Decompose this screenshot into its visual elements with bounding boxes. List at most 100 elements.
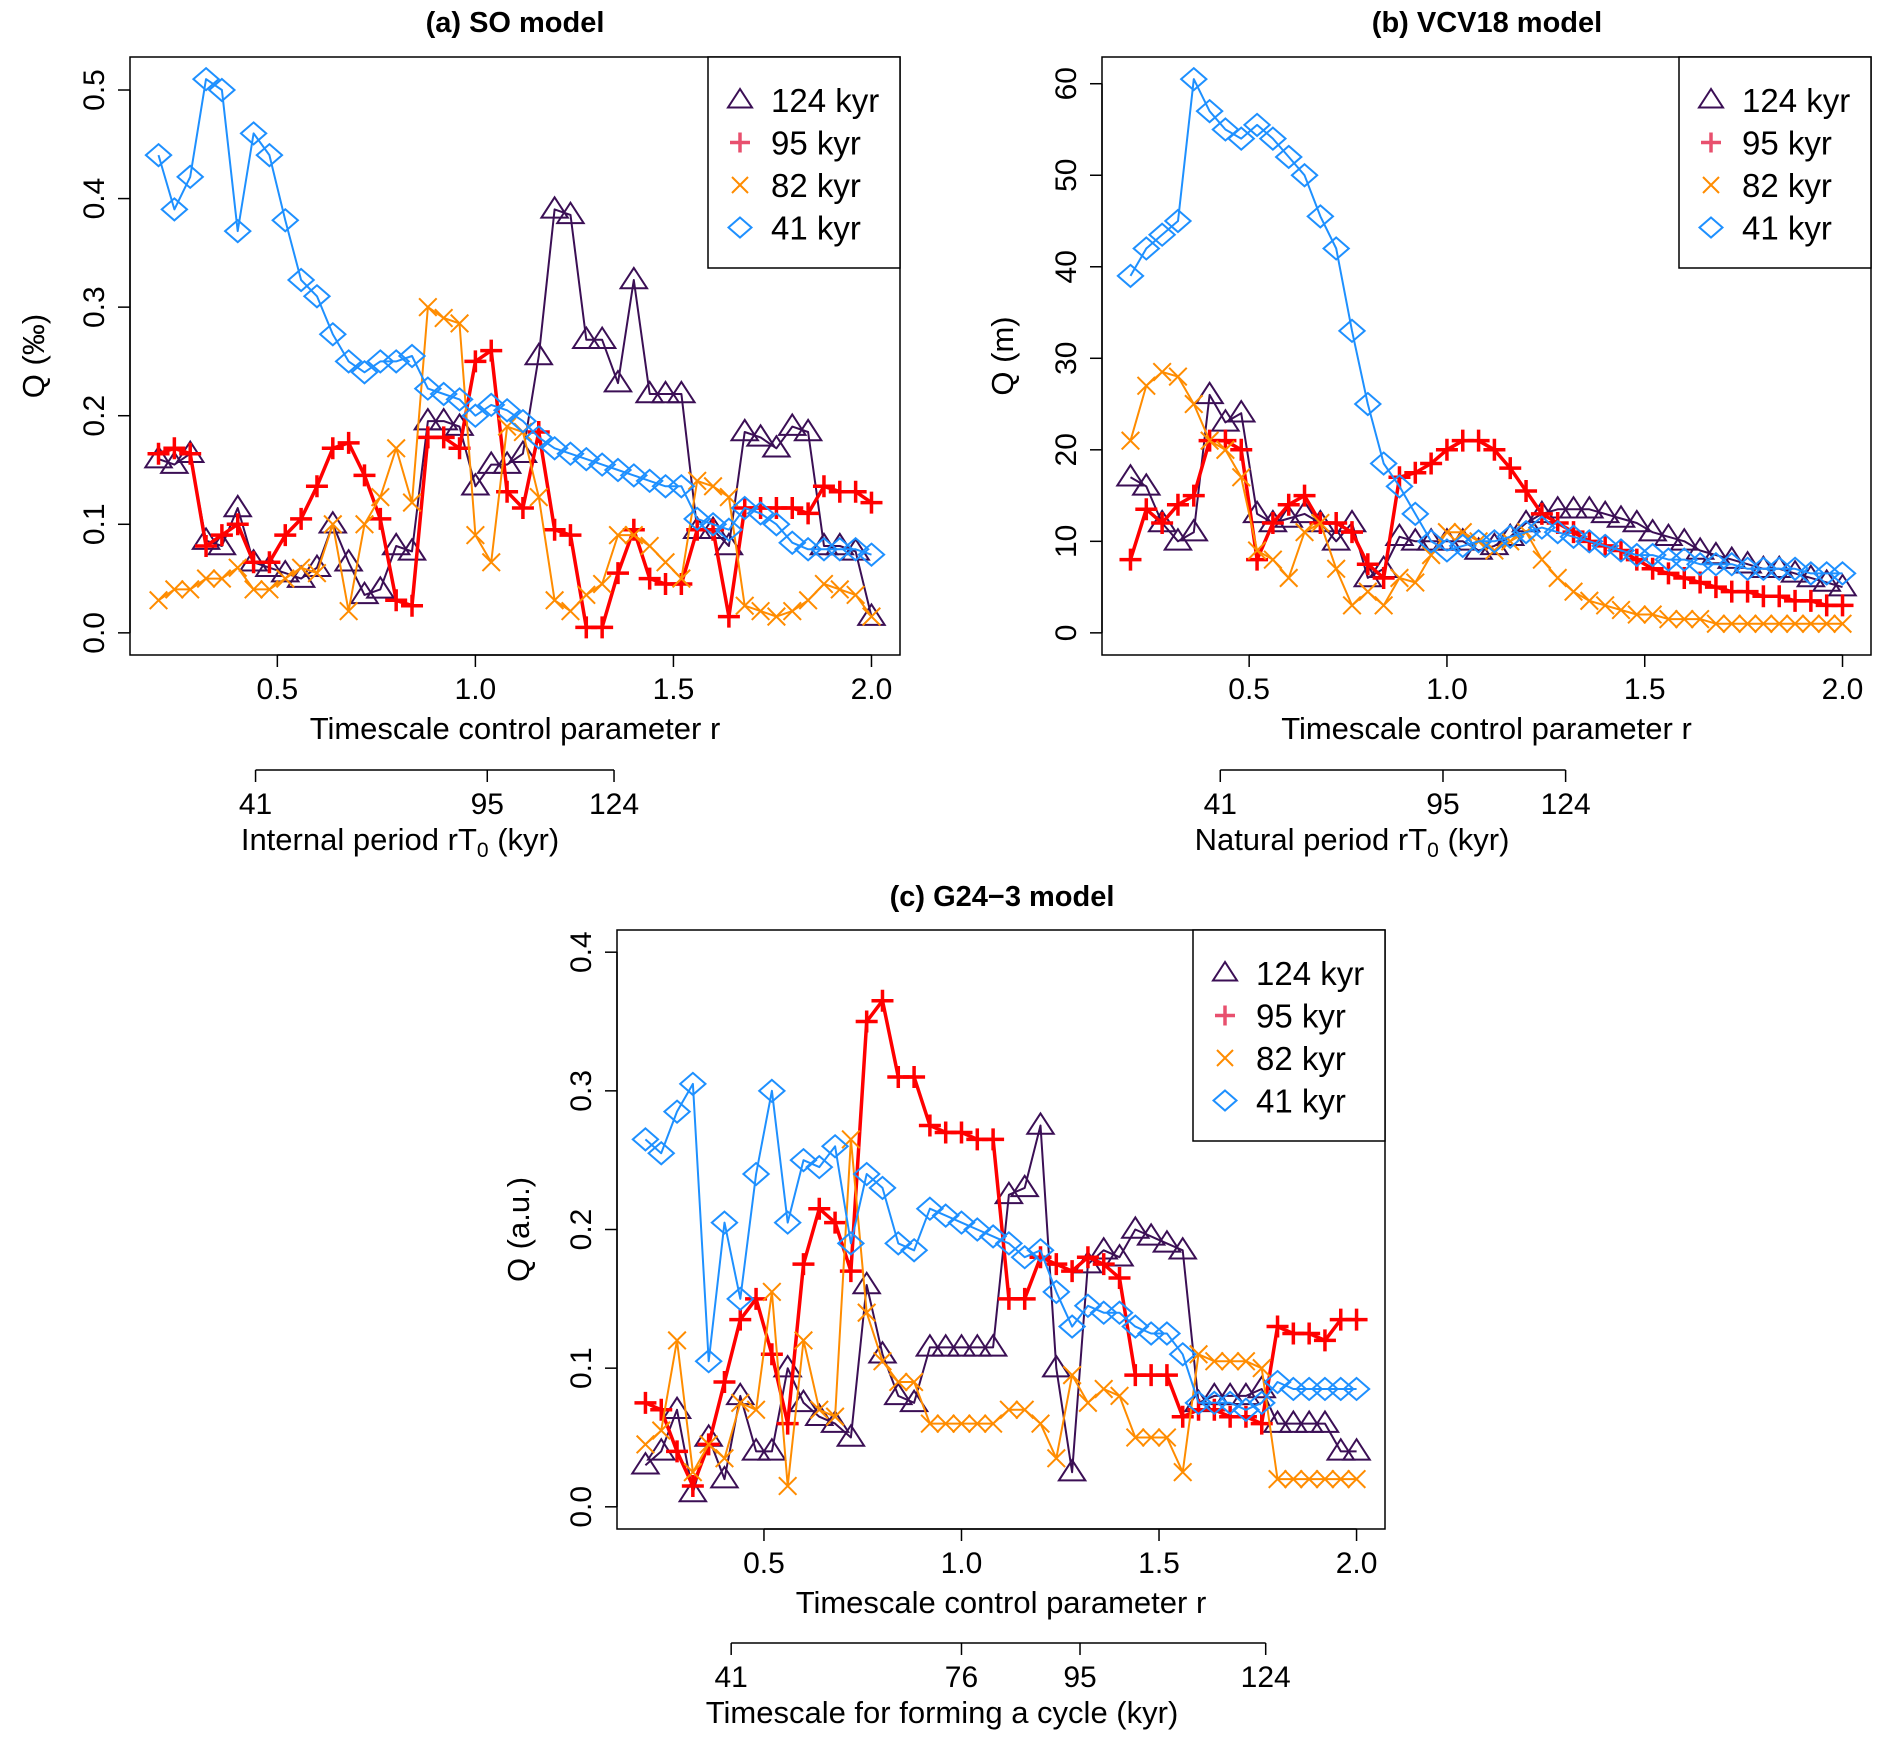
- data-point-cross: [1283, 1469, 1303, 1489]
- data-point-plus: [1293, 484, 1316, 507]
- data-point-cross: [212, 569, 232, 589]
- data-point-cross: [1220, 1351, 1240, 1371]
- data-point-diamond: [694, 1348, 723, 1374]
- data-point-plus: [1013, 1287, 1036, 1310]
- legend-symbol-diamond: [1211, 1089, 1239, 1112]
- data-point-triangle: [1352, 564, 1383, 588]
- data-point-triangle: [851, 1271, 882, 1295]
- legend-label: 124 kyr: [1256, 955, 1364, 992]
- y-axis: 0 10 20 30 40 50 60 Q (m): [985, 67, 1103, 641]
- x-axis: 0.5 1.0 1.5 2.0 Timescale control parameter …: [743, 1528, 1377, 1620]
- data-point-triangle: [333, 548, 364, 572]
- data-point-triangle: [317, 510, 348, 534]
- data-point-cross: [370, 487, 390, 507]
- data-point-cross: [1299, 1469, 1319, 1489]
- data-point-cross: [608, 525, 628, 545]
- data-point-cross: [354, 514, 374, 534]
- data-point-cross: [683, 1462, 703, 1482]
- data-point-triangle: [1416, 527, 1447, 551]
- data-point-triangle: [587, 325, 618, 349]
- data-point-triangle: [381, 532, 412, 556]
- data-point-diamond: [1353, 391, 1383, 417]
- data-point-plus: [591, 616, 614, 639]
- data-point-plus: [353, 464, 376, 487]
- data-point-diamond: [1227, 126, 1256, 151]
- y-axis-label: Q (m): [985, 316, 1020, 395]
- data-point-diamond: [868, 1175, 897, 1201]
- data-point-cross: [703, 476, 723, 496]
- legend-label: 95 kyr: [1742, 125, 1832, 162]
- series-95-kyr: [634, 989, 1368, 1498]
- data-point-triangle: [650, 380, 681, 404]
- data-point-cross: [687, 471, 707, 491]
- data-point-cross: [1157, 1427, 1177, 1447]
- legend-box: [1678, 56, 1872, 269]
- data-point-cross: [1031, 1414, 1051, 1434]
- data-point-triangle: [1621, 509, 1652, 533]
- data-point-cross: [1595, 595, 1615, 615]
- data-point-diamond: [836, 1231, 866, 1256]
- data-point-cross: [640, 536, 660, 556]
- data-point-diamond: [1073, 1293, 1103, 1319]
- data-point-cross: [1168, 367, 1188, 387]
- data-point-diamond: [619, 463, 649, 488]
- data-point-triangle: [1685, 536, 1716, 560]
- data-point-diamond: [1342, 1376, 1371, 1402]
- data-point-diamond: [1215, 1390, 1245, 1416]
- data-point-plus: [1266, 1315, 1289, 1338]
- data-point-plus: [1182, 484, 1205, 507]
- data-point-cross: [1769, 614, 1789, 634]
- data-point-cross: [1722, 614, 1742, 634]
- data-point-diamond: [1042, 1279, 1071, 1305]
- legend-label: 124 kyr: [771, 82, 879, 119]
- data-point-diamond: [1168, 1341, 1197, 1367]
- data-point-diamond: [710, 1210, 739, 1235]
- series-line: [1129, 371, 1843, 625]
- data-point-cross: [1110, 1386, 1130, 1406]
- data-point-plus: [1799, 589, 1822, 612]
- data-point-diamond: [698, 511, 728, 537]
- data-point-triangle: [1151, 1229, 1182, 1253]
- series-line: [158, 208, 873, 617]
- data-point-diamond: [1057, 1314, 1087, 1339]
- data-point-diamond: [1590, 533, 1620, 559]
- data-point-triangle: [1115, 463, 1146, 487]
- y-axis: 0.0 0.1 0.2 0.3 0.4 0.5 Q (‰): [16, 69, 131, 654]
- legend-symbol-triangle: [1697, 87, 1725, 109]
- data-point-plus: [1076, 1246, 1099, 1269]
- data-point-diamond: [286, 267, 316, 293]
- legend-label: 124 kyr: [1742, 82, 1850, 119]
- data-point-triangle: [709, 1465, 740, 1489]
- data-point-plus: [1313, 1329, 1336, 1352]
- data-point-diamond: [1263, 1369, 1292, 1395]
- data-point-diamond: [1780, 556, 1810, 582]
- legend: 124 kyr 95 kyr 82 kyr 41 kyr: [1678, 56, 1872, 269]
- data-point-triangle: [630, 1451, 661, 1475]
- data-point-diamond: [1480, 529, 1509, 554]
- data-point-cross: [1189, 1344, 1209, 1364]
- data-point-diamond: [603, 457, 633, 483]
- data-point-cross: [1706, 614, 1726, 634]
- data-point-diamond: [239, 121, 268, 146]
- data-point-diamond: [587, 452, 617, 477]
- data-point-cross: [244, 579, 264, 599]
- data-point-plus: [1372, 566, 1395, 589]
- data-point-diamond: [1638, 542, 1667, 568]
- data-point-cross: [1141, 1427, 1161, 1447]
- data-point-cross: [592, 574, 612, 594]
- data-point-cross: [1315, 1469, 1335, 1489]
- data-point-cross: [624, 525, 644, 545]
- data-point-plus: [1119, 548, 1142, 571]
- data-point-cross: [1564, 582, 1584, 602]
- data-point-plus: [321, 437, 344, 460]
- secondary-axis-label: Natural period rT0 (kyr): [1195, 822, 1510, 862]
- series-line: [157, 306, 873, 618]
- data-point-triangle: [1057, 1458, 1088, 1482]
- chart-title: (c) G24−3 model: [890, 881, 1115, 913]
- data-point-diamond: [947, 1210, 976, 1235]
- data-point-cross: [1817, 614, 1837, 634]
- data-point-diamond: [1121, 1314, 1150, 1339]
- data-point-triangle: [993, 1180, 1024, 1205]
- data-point-diamond: [176, 164, 205, 190]
- data-point-cross: [196, 569, 216, 589]
